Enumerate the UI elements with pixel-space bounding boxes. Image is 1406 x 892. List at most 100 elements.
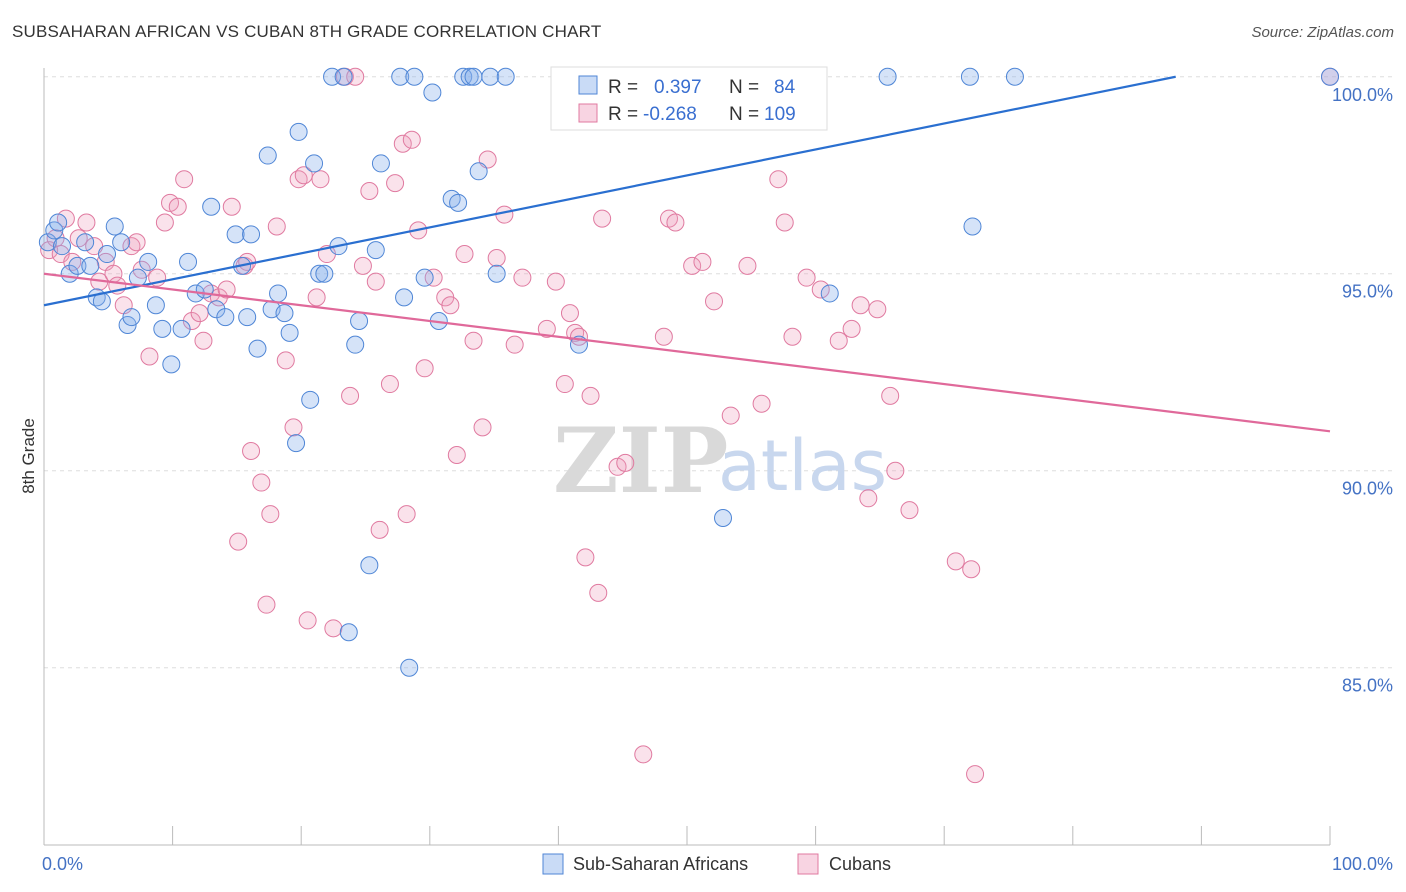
subsaharan-point: [366, 241, 385, 260]
cubans-point: [194, 331, 213, 350]
subsaharan-point: [301, 390, 320, 409]
subsaharan-point: [112, 233, 131, 252]
subsaharan-point: [449, 193, 468, 212]
y-axis-title: 8th Grade: [19, 418, 38, 494]
cubans-point: [593, 209, 612, 228]
legend-swatch-subsaharan: [542, 853, 564, 875]
subsaharan-point: [310, 264, 329, 283]
subsaharan-point: [216, 308, 235, 327]
stats-r-value-pink: -0.268: [643, 104, 697, 125]
subsaharan-point: [248, 339, 267, 358]
subsaharan-point: [346, 335, 365, 354]
cubans-point: [393, 134, 412, 153]
y-tick-label: 90.0%: [1342, 479, 1393, 499]
subsaharan-point: [172, 319, 191, 338]
stats-n-value-blue: 84: [774, 77, 796, 98]
cubans-point: [505, 335, 524, 354]
subsaharan-point: [242, 225, 261, 244]
watermark-zip: ZIP: [553, 408, 728, 514]
subsaharan-point: [49, 213, 68, 232]
subsaharan-point: [258, 146, 277, 165]
cubans-point: [85, 237, 104, 256]
stats-r-value-blue: 0.397: [654, 77, 702, 98]
cubans-point: [569, 327, 588, 346]
subsaharan-point: [454, 67, 473, 86]
cubans-point: [175, 170, 194, 189]
y-tick-label: 95.0%: [1342, 282, 1393, 302]
cubans-point: [886, 461, 905, 480]
stats-box: R = 0.397 N = 84 R = -0.268 N = 109: [550, 66, 828, 131]
x-tick-label-end: 100.0%: [1332, 854, 1393, 874]
subsaharan-point: [153, 319, 172, 338]
cubans-point: [738, 256, 757, 275]
x-tick-label-start: 0.0%: [42, 854, 83, 874]
cubans-point: [881, 386, 900, 405]
cubans-point: [424, 268, 443, 287]
cubans-point: [455, 245, 474, 264]
cubans-point: [261, 505, 280, 524]
cubans-point: [294, 166, 313, 185]
subsaharan-point: [423, 83, 442, 102]
subsaharan-point: [487, 264, 506, 283]
cubans-point: [721, 406, 740, 425]
subsaharan-point: [146, 296, 165, 315]
subsaharan-point: [391, 67, 410, 86]
subsaharan-trend-line: [43, 75, 1176, 307]
subsaharan-point: [226, 225, 245, 244]
cubans-point: [513, 268, 532, 287]
cubans-point: [217, 280, 236, 299]
subsaharan-point: [179, 252, 198, 271]
cubans-point: [775, 213, 794, 232]
subsaharan-point: [207, 300, 226, 319]
grid-lines: [44, 76, 1395, 669]
subsaharan-point: [280, 323, 299, 342]
subsaharan-point: [395, 288, 414, 307]
cubans-point: [190, 304, 209, 323]
cubans-point: [402, 130, 421, 149]
cubans-point: [252, 473, 271, 492]
subsaharan-point: [68, 256, 87, 275]
watermark-atlas: atlas: [718, 425, 887, 507]
cubans-point: [487, 248, 506, 267]
subsaharan-point: [76, 233, 95, 252]
cubans-point: [229, 532, 248, 551]
cubans-point: [811, 280, 830, 299]
cubans-point: [366, 272, 385, 291]
subsaharan-point: [820, 284, 839, 303]
cubans-point: [386, 174, 405, 193]
cubans-point: [298, 611, 317, 630]
cubans-point: [473, 418, 492, 437]
cubans-point: [415, 359, 434, 378]
cubans-point: [447, 445, 466, 464]
stats-swatch-pink: [578, 103, 598, 123]
cubans-point: [616, 453, 635, 472]
subsaharan-point: [415, 268, 434, 287]
cubans-point: [370, 520, 389, 539]
subsaharan-point: [238, 308, 257, 327]
cubans-point: [209, 288, 228, 307]
stats-swatch-blue: [578, 75, 598, 95]
cubans-point: [127, 233, 146, 252]
subsaharan-point: [305, 154, 324, 173]
subsaharan-point: [275, 304, 294, 323]
cubans-point: [666, 213, 685, 232]
subsaharan-point: [360, 556, 379, 575]
subsaharan-point: [1005, 67, 1024, 86]
cubans-point: [560, 304, 579, 323]
cubans-point: [341, 386, 360, 405]
subsaharan-point: [400, 658, 419, 677]
trend-lines: [43, 75, 1331, 433]
series-subsaharan-points: [38, 67, 1339, 677]
cubans-point: [900, 501, 919, 520]
legend-label-cubans: Cubans: [829, 854, 891, 874]
subsaharan-point: [334, 67, 353, 86]
subsaharan-point: [371, 154, 390, 173]
cubans-point: [324, 619, 343, 638]
cubans-point: [946, 552, 965, 571]
cubans-point: [966, 765, 985, 784]
stats-n-label-blue: N =: [729, 77, 759, 98]
cubans-point: [267, 217, 286, 236]
subsaharan-point: [315, 264, 334, 283]
subsaharan-point: [460, 67, 479, 86]
cubans-point: [842, 319, 861, 338]
